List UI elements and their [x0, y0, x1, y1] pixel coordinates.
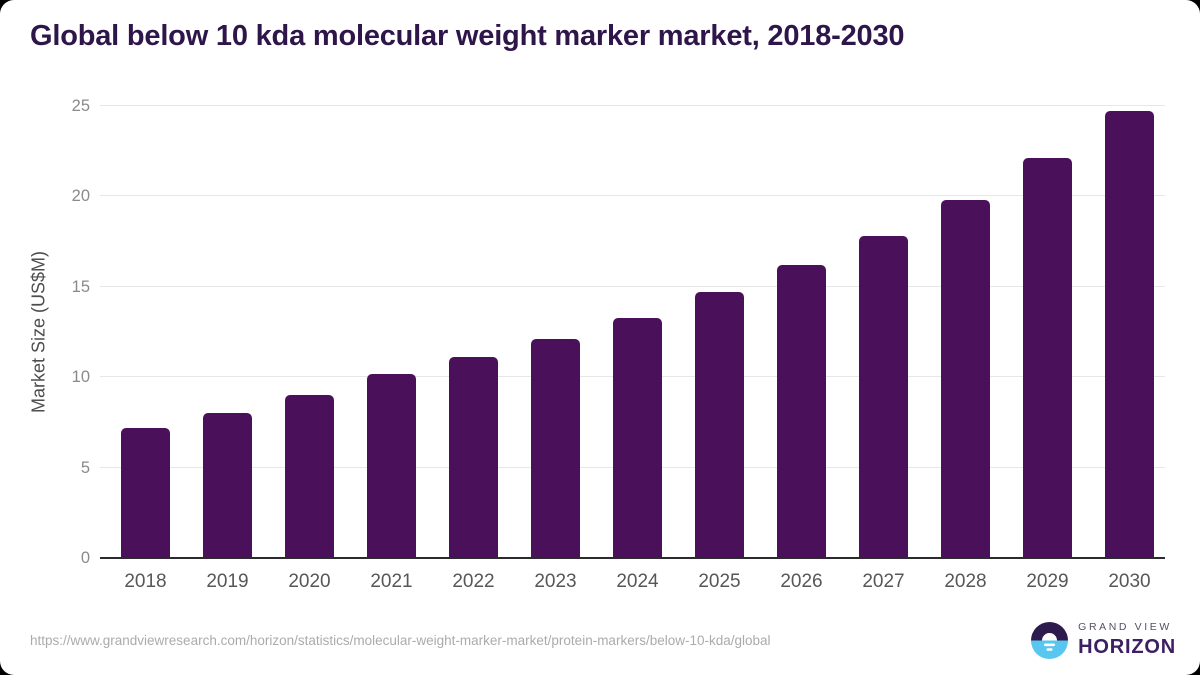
x-axis-line: [100, 557, 1165, 559]
x-tick-label: 2023: [534, 571, 577, 592]
y-tick-label: 5: [80, 458, 90, 477]
bar-2019[interactable]: [203, 413, 252, 558]
gridline: [100, 195, 1165, 197]
x-tick-label: 2025: [698, 571, 741, 592]
y-tick-label: 20: [71, 187, 90, 206]
plot-area: 0 5 10 15 20 25 2018 2019 2020 2021 2022 2023 2024 20…: [72, 98, 1165, 592]
x-tick-label: 2021: [370, 571, 413, 592]
x-tick-label: 2022: [452, 571, 495, 592]
gridline: [100, 105, 1165, 106]
y-tick-label: 15: [71, 277, 90, 296]
x-tick-label: 2019: [206, 571, 249, 592]
x-tick-label: 2028: [944, 571, 987, 592]
x-tick-label: 2030: [1108, 571, 1151, 592]
bar-2026[interactable]: [777, 265, 826, 558]
y-tick-label: 0: [80, 549, 90, 567]
bar-2029[interactable]: [1023, 158, 1072, 558]
x-tick-label: 2027: [862, 571, 905, 592]
source-url: https://www.grandviewresearch.com/horizo…: [30, 632, 771, 648]
x-tick-label: 2020: [288, 571, 331, 592]
bar-2022[interactable]: [449, 357, 498, 558]
brand-name-top: GRAND VIEW: [1078, 621, 1172, 634]
y-axis-title: Market Size (US$M): [28, 250, 49, 414]
gridline: [100, 285, 1165, 287]
bar-2018[interactable]: [121, 427, 170, 558]
footer: https://www.grandviewresearch.com/horizo…: [30, 617, 1176, 663]
brand-logo-text: GRAND VIEW HORIZON: [1078, 622, 1176, 658]
x-tick-label: 2018: [124, 571, 167, 592]
x-tick-label: 2029: [1026, 571, 1069, 592]
bar-2027[interactable]: [859, 236, 908, 558]
bar-2030[interactable]: [1105, 111, 1154, 558]
x-tick-label: 2026: [780, 571, 823, 592]
bar-2021[interactable]: [367, 373, 416, 558]
x-tick-label: 2024: [616, 571, 659, 592]
bar-2025[interactable]: [695, 292, 744, 558]
bar-2020[interactable]: [285, 395, 334, 558]
brand-name-bottom: HORIZON: [1078, 635, 1176, 658]
grand-view-horizon-globe-icon: [1031, 621, 1069, 659]
y-tick-label: 10: [71, 368, 90, 387]
y-tick-label: 25: [71, 97, 90, 115]
bar-2024[interactable]: [613, 317, 662, 558]
bar-2023[interactable]: [531, 339, 580, 558]
brand-logo: GRAND VIEW HORIZON: [1031, 621, 1176, 659]
chart-title: Global below 10 kda molecular weight mar…: [30, 20, 905, 52]
bar-2028[interactable]: [941, 200, 990, 558]
